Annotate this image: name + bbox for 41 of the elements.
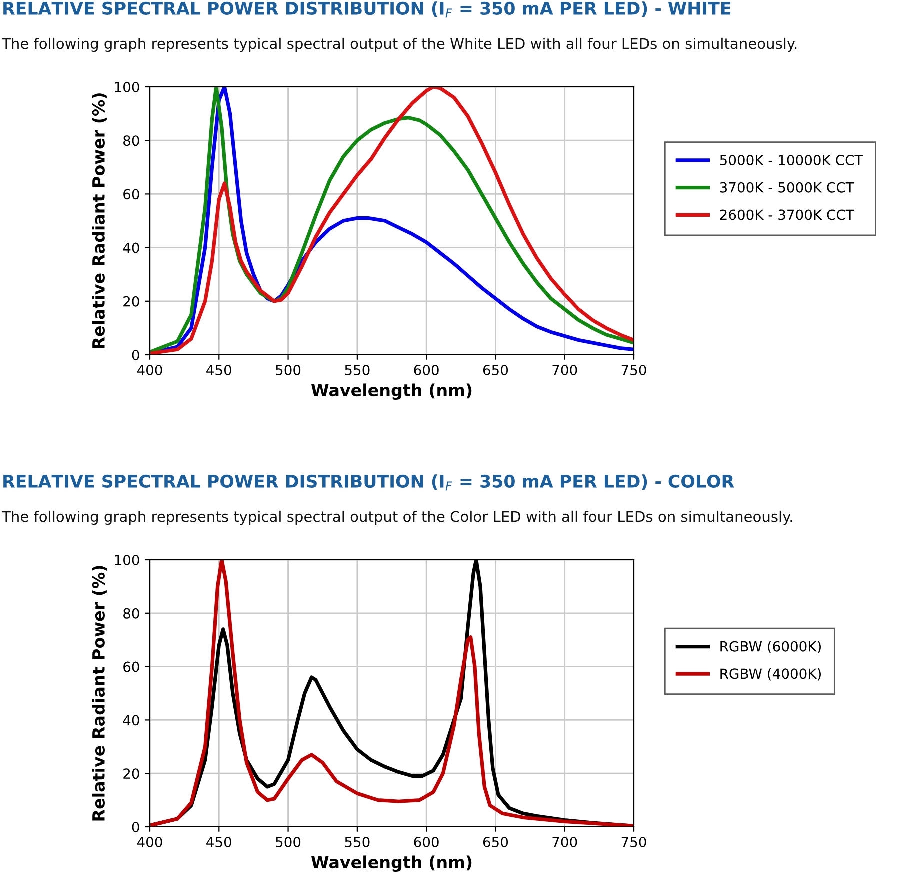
x-tick-label: 600 [414, 364, 439, 376]
chart-title: RELATIVE SPECTRAL POWER DISTRIBUTION (I$_{F}$ = 350 mA PER LED) - WHITE [4, 2, 731, 18]
y-tick-label: 20 [124, 768, 140, 780]
legend-label: 5000K - 10000K CCT [720, 155, 864, 166]
x-tick-label: 750 [622, 836, 646, 848]
y-axis-title: Relative Radiant Power (%) [92, 94, 107, 348]
y-tick-label: 20 [124, 296, 140, 307]
legend-label: 3700K - 5000K CCT [720, 182, 854, 193]
y-tick-label: 0 [132, 350, 140, 360]
x-tick-label: 400 [137, 364, 162, 376]
x-tick-label: 500 [276, 836, 301, 848]
y-tick-label: 60 [124, 189, 140, 200]
y-tick-label: 80 [124, 136, 140, 146]
chart-title: RELATIVE SPECTRAL POWER DISTRIBUTION (I$_{F}$ = 350 mA PER LED) - COLOR [4, 474, 734, 491]
y-axis-title: Relative Radiant Power (%) [92, 566, 107, 821]
x-tick-label: 600 [414, 836, 439, 848]
x-tick-label: 650 [483, 836, 508, 848]
chart-subtitle: The following graph represents typical spectral output of the Color LED with all four LEDs on simultaneously. [2, 510, 792, 526]
y-tick-label: 0 [132, 822, 140, 832]
x-tick-label: 550 [345, 836, 370, 848]
x-tick-label: 450 [206, 364, 232, 376]
x-tick-label: 500 [276, 364, 301, 376]
x-tick-label: 400 [137, 836, 162, 848]
x-tick-label: 700 [552, 836, 578, 848]
y-tick-label: 60 [124, 662, 140, 672]
y-tick-label: 40 [123, 242, 140, 254]
x-tick-label: 750 [622, 364, 646, 376]
legend-label: RGBW (4000K) [720, 668, 821, 681]
y-tick-label: 80 [124, 608, 140, 619]
x-tick-label: 700 [552, 364, 578, 376]
x-tick-label: 450 [206, 836, 232, 848]
y-tick-label: 100 [115, 554, 140, 566]
y-tick-label: 100 [115, 82, 140, 92]
x-tick-label: 650 [483, 364, 508, 376]
legend-label: RGBW (6000K) [720, 641, 821, 654]
legend-label: 2600K - 3700K CCT [720, 210, 854, 220]
x-axis-title: Wavelength (nm) [311, 384, 472, 400]
y-tick-label: 40 [123, 715, 140, 726]
chart-subtitle: The following graph represents typical spectral output of the White LED with all four LEDs on simultaneously. [2, 38, 797, 52]
x-axis-title: Wavelength (nm) [311, 856, 472, 872]
x-tick-label: 550 [345, 364, 370, 376]
